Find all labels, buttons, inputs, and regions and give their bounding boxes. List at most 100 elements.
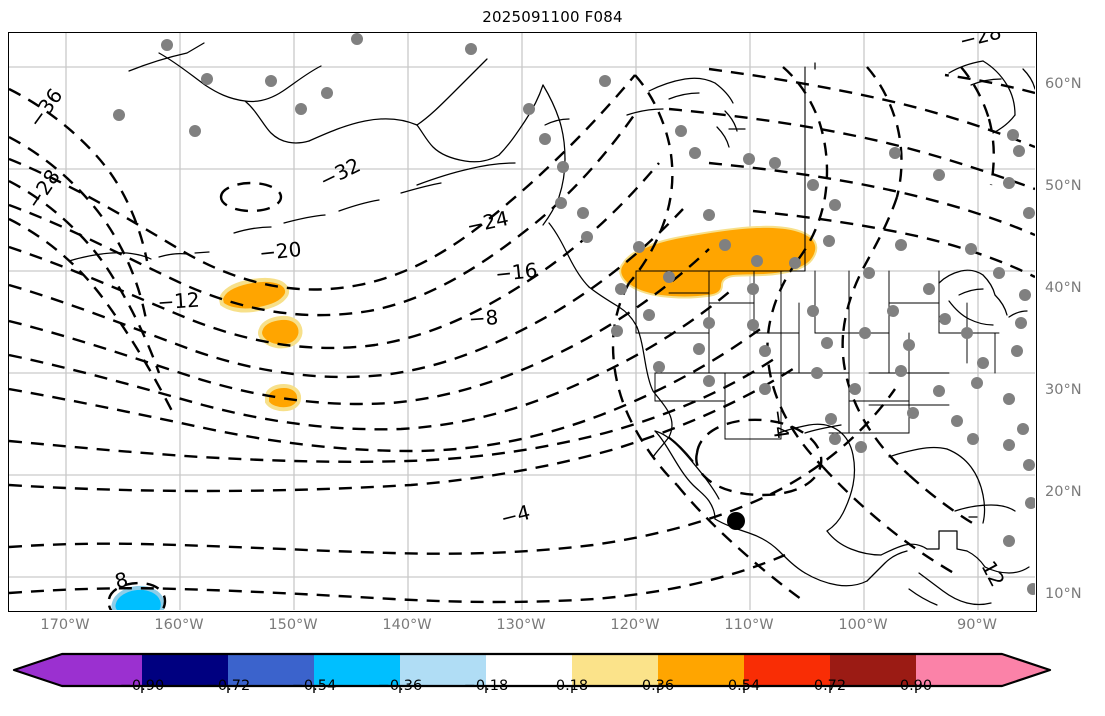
page-title: 2025091100 F084 [482,8,623,26]
contour-line [9,135,149,326]
colorbar-tick-label: 0.54 [727,678,761,694]
colorbar-tick-label: −0.36 [377,678,423,694]
lat-tick-label: 10°N [1045,586,1082,602]
station-dot [829,433,841,445]
station-dot [599,75,611,87]
contour-line-closed [219,181,283,213]
station-dot [201,73,213,85]
contour-line [766,260,824,468]
station-dot [1023,459,1035,471]
colorbar-extend-min [14,654,62,686]
contour-label: −20 [258,237,302,265]
station-dot [747,283,759,295]
contour-label: −8 [468,305,499,331]
lon-tick-label: 160°W [154,617,204,633]
station-dot [823,235,835,247]
station-dot [759,345,771,357]
station-dot [825,413,837,425]
lat-tick-label: 30°N [1045,382,1082,398]
station-dot [939,313,951,325]
contour-line [960,66,991,120]
lon-tick-label: 100°W [838,617,888,633]
station-dot [907,407,919,419]
station-dot [895,365,907,377]
colorbar-tick-label: −0.72 [205,678,251,694]
station-dot [1017,423,1029,435]
shaded-patches [111,225,818,610]
contour-label: −4 [498,500,532,530]
contour-line [668,107,1035,191]
contour-lines [9,66,1035,610]
colorbar-segment [314,654,400,686]
contour-line [9,74,636,291]
station-dot [807,179,819,191]
station-dot [615,283,627,295]
station-dot [993,267,1005,279]
station-dot [557,161,569,173]
colorbar-tick-label: 0.90 [899,678,933,694]
highlight-dot [727,512,745,530]
station-dot [523,103,535,115]
station-dot [653,361,665,373]
contour-line [9,217,177,418]
lon-tick-label: 140°W [382,617,432,633]
station-dot [1015,317,1027,329]
station-dot [821,337,833,349]
colorbar-ticks [141,686,917,693]
station-dot [849,383,861,395]
lon-tick-label: 170°W [40,617,90,633]
station-dot [321,87,333,99]
station-dot [689,147,701,159]
station-markers [113,33,1035,595]
contour-line [611,282,678,486]
map-canvas: −36 −28 −32 −24 −20 −16 −12 −8 −4 −4 8 1… [9,33,1035,610]
station-dot [1003,439,1015,451]
colorbar-segments [14,654,1050,686]
station-dot [465,43,477,55]
station-dot [829,199,841,211]
colorbar-tick-label: 0.18 [555,678,589,694]
station-dot [759,383,771,395]
contour-label: −24 [464,206,510,238]
contour-line [9,248,710,406]
coastlines [68,42,1035,606]
colorbar-segment [572,654,658,686]
station-dot [675,125,687,137]
shaded-patch-tropical-pacific [111,585,165,610]
colorbar-tick-label: 0.72 [813,678,847,694]
station-dot [555,197,567,209]
station-dot [887,305,899,317]
contour-line [841,196,899,336]
station-dot [971,377,983,389]
station-dot [189,125,201,137]
shaded-patch-north-pacific-b [258,315,303,349]
station-dot [1023,207,1035,219]
station-dot [633,241,645,253]
contour-line [987,118,995,186]
contour-line [9,326,764,453]
station-dot [811,367,823,379]
colorbar-segment [400,654,486,686]
station-dot [703,317,715,329]
contour-line [676,484,802,600]
station-dot [977,357,989,369]
contour-line [841,334,910,476]
lat-tick-label: 20°N [1045,484,1082,500]
contour-line [9,356,778,463]
contour-line [908,474,980,529]
station-dot [923,283,935,295]
contour-label: −36 [23,84,67,132]
contour-label: −12 [157,288,201,315]
station-dot [967,433,979,445]
colorbar-segment [486,654,572,686]
contour-label: −16 [494,258,538,286]
colorbar[interactable]: −0.90 −0.72 −0.54 −0.36 −0.18 0.18 0.36 … [0,648,1105,712]
colorbar-segment [62,654,142,686]
station-dot [1007,129,1019,141]
map-panel[interactable]: −36 −28 −32 −24 −20 −16 −12 −8 −4 −4 8 1… [8,32,1037,612]
lon-tick-label: 130°W [496,617,546,633]
lat-tick-label: 40°N [1045,280,1082,296]
station-dot [807,305,819,317]
station-dot [161,39,173,51]
lon-tick-label: 150°W [268,617,318,633]
